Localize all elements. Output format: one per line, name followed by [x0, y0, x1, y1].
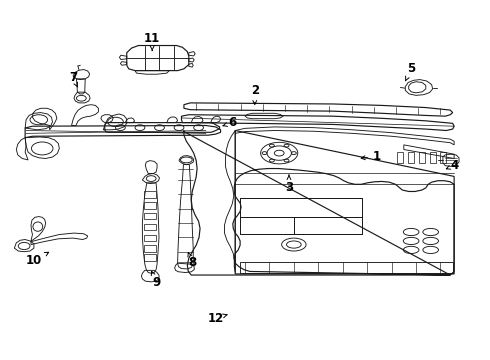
Text: 7: 7 — [69, 71, 78, 87]
Text: 12: 12 — [208, 311, 227, 325]
Bar — [144, 192, 156, 198]
Bar — [144, 213, 156, 220]
Bar — [144, 224, 156, 230]
Text: 4: 4 — [446, 159, 458, 172]
Bar — [408, 152, 414, 163]
Text: 11: 11 — [144, 32, 160, 50]
Text: 8: 8 — [188, 253, 196, 269]
Bar — [240, 217, 294, 234]
Bar — [441, 152, 446, 163]
Bar — [294, 217, 362, 234]
Bar — [397, 152, 403, 163]
Bar — [144, 234, 156, 241]
Text: 6: 6 — [223, 116, 237, 129]
Bar — [419, 152, 425, 163]
Bar — [240, 198, 362, 217]
Bar — [144, 254, 156, 261]
Text: 2: 2 — [251, 84, 259, 104]
Text: 3: 3 — [285, 175, 293, 194]
Text: 9: 9 — [151, 271, 160, 289]
Bar — [240, 198, 362, 234]
Bar — [144, 245, 156, 252]
Bar — [144, 202, 156, 209]
Bar — [240, 262, 453, 273]
Bar — [430, 152, 436, 163]
Text: 5: 5 — [406, 62, 415, 81]
Text: 1: 1 — [361, 150, 381, 163]
Text: 10: 10 — [26, 252, 49, 267]
